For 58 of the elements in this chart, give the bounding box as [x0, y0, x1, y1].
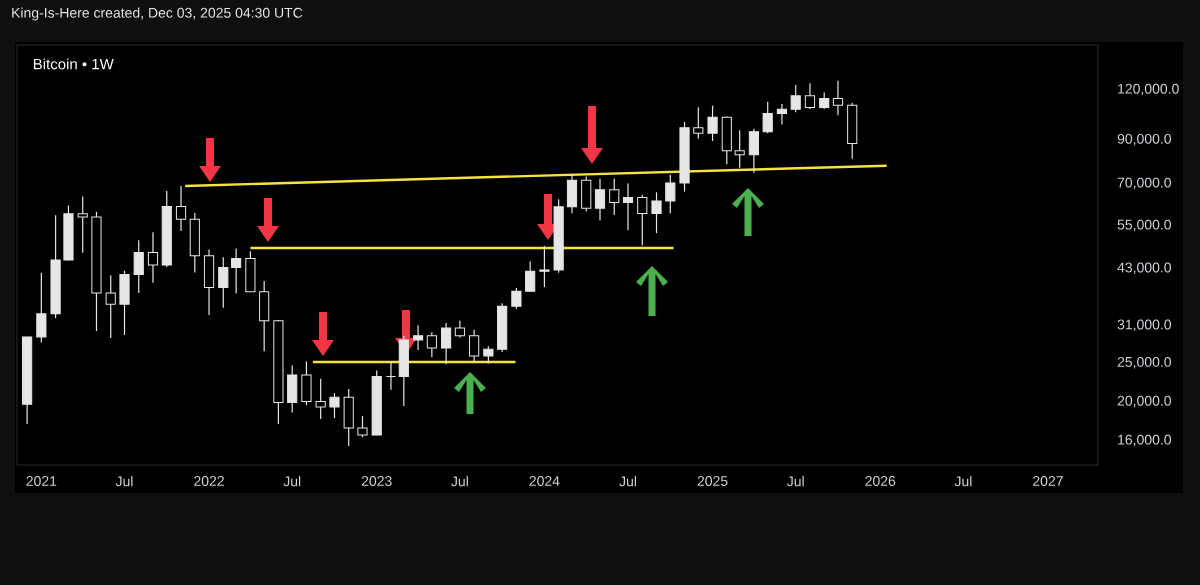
candlestick	[329, 392, 340, 419]
x-tick-label: Jul	[619, 476, 637, 487]
candlestick	[511, 287, 522, 310]
candlestick	[77, 195, 88, 254]
candlestick	[315, 378, 326, 420]
candlestick	[525, 260, 536, 293]
candlestick	[707, 105, 718, 142]
x-tick-label: 2023	[361, 476, 392, 486]
candlestick	[412, 324, 424, 351]
x-tick-label: Jul	[954, 476, 972, 487]
y-tick-label: 90,000.0	[1117, 133, 1172, 146]
x-tick-label: Jul	[283, 476, 301, 487]
candlestick	[748, 128, 759, 174]
candlestick	[665, 174, 676, 215]
candlestick	[609, 177, 620, 216]
y-tick-label: 31,000.0	[1117, 319, 1172, 332]
candlestick	[539, 245, 550, 288]
y-tick-label: 25,000.0	[1117, 356, 1172, 369]
candlestick	[231, 247, 242, 295]
candlestick	[36, 272, 47, 343]
x-tick-label: 2027	[1033, 476, 1063, 486]
candlestick	[147, 231, 159, 284]
candlestick	[218, 256, 229, 309]
x-tick-label: 2024	[529, 476, 560, 486]
x-tick-label: Jul	[451, 476, 468, 487]
candlestick	[790, 84, 801, 113]
candlestick	[385, 360, 397, 391]
x-tick-label: 2026	[865, 476, 896, 486]
x-tick-label: 2025	[697, 476, 728, 486]
x-tick-label: Jul	[115, 476, 133, 487]
y-tick-label: 70,000.0	[1117, 177, 1172, 190]
y-tick-label: 120,000.0	[1118, 83, 1179, 96]
candlestick	[804, 82, 816, 110]
x-tick-label: 2022	[194, 476, 224, 486]
candlestick	[651, 191, 662, 234]
candlestick	[426, 331, 437, 358]
y-tick-label: 55,000.0	[1117, 219, 1172, 232]
candlestick	[776, 103, 788, 126]
candlestick	[357, 415, 368, 438]
candlestick	[622, 182, 634, 231]
x-tick-label: Jul	[786, 476, 804, 487]
candlestick	[637, 194, 648, 247]
candlestick	[832, 80, 844, 116]
y-tick-label: 16,000.0	[1118, 434, 1172, 447]
candlestick	[693, 106, 704, 140]
y-tick-label: 20,000.0	[1117, 395, 1172, 408]
candlestick	[105, 274, 116, 339]
candlestick	[175, 185, 187, 232]
candlestick	[469, 329, 480, 362]
text: King-Is-Here created, Dec 03, 2025 04:30 UTC	[12, 7, 303, 21]
candlestick	[594, 178, 606, 222]
candlestick	[133, 239, 144, 294]
x-tick-label: 2021	[26, 476, 57, 486]
candlestick	[441, 322, 452, 365]
text: Bitcoin • 1W	[33, 58, 114, 70]
candlestick	[734, 129, 745, 169]
y-tick-label: 43,000.0	[1117, 262, 1172, 275]
candlestick	[762, 101, 773, 134]
